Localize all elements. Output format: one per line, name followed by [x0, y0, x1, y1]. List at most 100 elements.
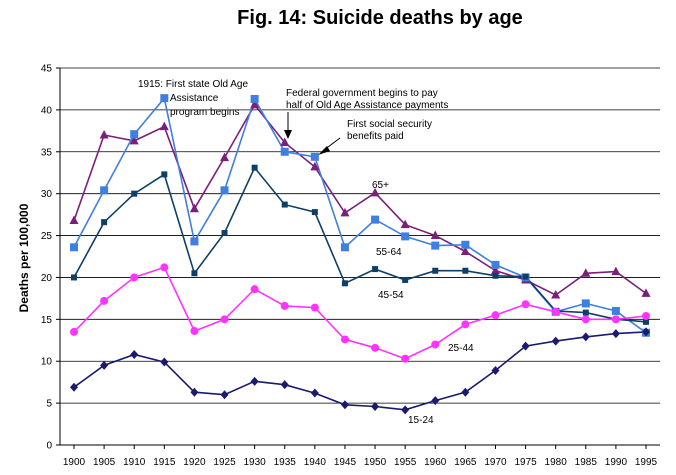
x-tick-label: 1930 [244, 457, 267, 468]
x-tick-label: 1990 [605, 457, 628, 468]
data-point-45-54-1905 [101, 219, 108, 226]
data-point-45-54-1915 [161, 171, 168, 178]
data-point-65+-1920 [189, 203, 199, 213]
data-point-65+-1985 [581, 268, 591, 277]
data-point-15-24-1925 [220, 390, 229, 400]
data-point-25-44-1925 [220, 315, 229, 324]
series-label-65plus: 65+ [372, 180, 389, 191]
data-point-15-24-1960 [431, 396, 440, 406]
chart-title: Fig. 14: Suicide deaths by age [237, 7, 523, 29]
annotation-1915: 1915: First state Old Age Assistance pro… [138, 79, 248, 118]
data-point-15-24-1910 [130, 350, 139, 360]
data-point-55-64-1925 [220, 186, 229, 195]
annotation-federal-arrow-head [284, 130, 292, 139]
x-tick-label: 1900 [63, 457, 86, 468]
data-point-45-54-1975 [522, 273, 529, 280]
data-point-65+-1965 [460, 246, 470, 255]
x-tick-label: 1980 [545, 457, 568, 468]
data-point-15-24-1915 [160, 357, 169, 367]
data-point-45-54-1940 [311, 209, 318, 216]
series-line-15-24 [73, 331, 647, 411]
data-point-55-64-1950 [371, 215, 380, 224]
series-markers [69, 94, 651, 415]
data-point-45-54-1985 [582, 309, 589, 316]
annotation-ss-line-1: First social security [347, 119, 432, 130]
data-point-65+-1915 [159, 121, 169, 131]
annotation-federal: Federal government begins to pay half of… [284, 88, 448, 139]
data-point-55-64-1920 [190, 237, 199, 246]
series-lines [73, 96, 647, 411]
data-point-45-54-1930 [251, 164, 258, 171]
y-tick-label: 45 [41, 64, 53, 75]
series-label-25-44: 25-44 [448, 343, 474, 354]
data-point-45-54-1910 [131, 190, 138, 197]
data-point-65+-1900 [69, 215, 79, 224]
series-label-15-24: 15-24 [408, 415, 434, 426]
data-point-15-24-1980 [551, 336, 560, 346]
data-point-25-44-1990 [611, 315, 620, 324]
series-line-25-44 [73, 266, 647, 360]
data-point-25-44-1935 [280, 301, 289, 310]
data-point-25-44-1960 [431, 340, 440, 349]
data-point-25-44-1905 [100, 296, 109, 305]
data-point-65+-1980 [551, 290, 561, 299]
series-line-65+ [73, 103, 647, 296]
data-point-65+-1995 [641, 288, 651, 297]
data-point-15-24-1935 [280, 380, 289, 390]
annotation-1915-line-1: 1915: First state Old Age [138, 79, 248, 90]
data-point-45-54-1920 [191, 270, 198, 277]
data-point-15-24-1900 [70, 382, 78, 392]
annotation-federal-line-2: half of Old Age Assistance payments [286, 100, 448, 111]
y-tick-label: 15 [41, 315, 53, 326]
data-point-45-54-1965 [462, 267, 469, 274]
data-point-55-64-1900 [70, 243, 78, 252]
data-point-65+-1960 [430, 230, 440, 240]
data-point-65+-1950 [370, 187, 380, 197]
data-point-65+-1970 [490, 265, 500, 275]
data-point-15-24-1930 [250, 376, 259, 386]
data-point-45-54-1950 [372, 266, 379, 273]
series-label-45-54: 45-54 [378, 290, 404, 301]
data-point-55-64-1945 [340, 243, 349, 252]
data-point-55-64-1990 [611, 306, 620, 315]
x-tick-label: 1995 [635, 457, 658, 468]
data-point-55-64-1910 [130, 130, 139, 139]
data-point-15-24-1985 [581, 332, 590, 342]
x-tick-label: 1910 [123, 457, 146, 468]
x-tick-label: 1935 [274, 457, 297, 468]
data-point-65+-1930 [250, 99, 260, 109]
data-point-25-44-1955 [401, 354, 410, 363]
data-point-25-44-1970 [491, 311, 500, 320]
data-point-15-24-1955 [401, 405, 410, 415]
data-point-65+-1925 [220, 152, 230, 162]
data-point-25-44-1995 [642, 311, 650, 320]
annotation-social-security: First social security benefits paid [318, 119, 432, 155]
data-point-45-54-1925 [221, 230, 228, 237]
data-point-25-44-1910 [130, 273, 139, 282]
y-tick-label: 25 [41, 231, 53, 242]
axes: 0 5 10 15 20 25 30 35 40 45 1900 1905 1910 1915 1920 19… [41, 64, 660, 468]
y-tick-label: 20 [41, 273, 53, 284]
y-tick-label: 40 [41, 105, 53, 116]
annotation-ss-arrow-head [318, 146, 330, 155]
data-point-55-64-1960 [431, 241, 440, 250]
x-tick-label: 1975 [514, 457, 537, 468]
y-axis-label: Deaths per 100,000 [17, 203, 31, 312]
x-tick-label: 1925 [213, 457, 236, 468]
y-tick-label: 5 [46, 399, 52, 410]
x-tick-label: 1960 [424, 457, 447, 468]
x-tick-label: 1985 [575, 457, 598, 468]
data-point-65+-1945 [340, 207, 350, 217]
data-point-15-24-1990 [611, 329, 620, 339]
data-point-25-44-1980 [551, 307, 560, 316]
data-point-45-54-1945 [341, 280, 348, 287]
data-point-65+-1940 [310, 161, 320, 171]
annotation-1915-line-2: Assistance [170, 93, 219, 104]
data-point-15-24-1965 [461, 387, 470, 397]
annotation-1915-line-3: program begins [170, 107, 239, 118]
data-point-15-24-1975 [521, 341, 530, 351]
data-point-55-64-1965 [461, 240, 470, 249]
data-point-55-64-1930 [250, 94, 259, 103]
data-point-25-44-1985 [581, 315, 590, 324]
y-tick-label: 30 [41, 189, 53, 200]
